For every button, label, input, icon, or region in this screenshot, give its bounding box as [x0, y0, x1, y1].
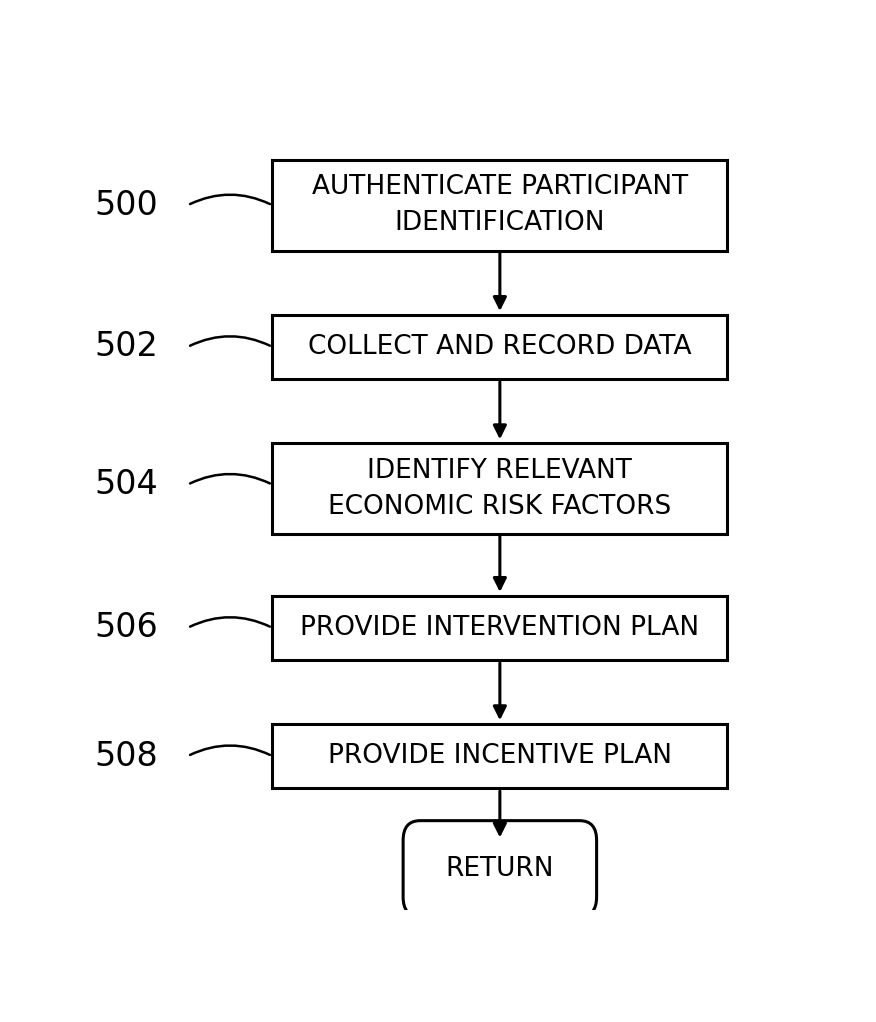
Text: 506: 506: [95, 611, 159, 644]
Text: PROVIDE INCENTIVE PLAN: PROVIDE INCENTIVE PLAN: [328, 743, 672, 770]
Text: AUTHENTICATE PARTICIPANT
IDENTIFICATION: AUTHENTICATE PARTICIPANT IDENTIFICATION: [312, 175, 688, 236]
Text: COLLECT AND RECORD DATA: COLLECT AND RECORD DATA: [308, 334, 692, 360]
Text: 500: 500: [95, 189, 159, 222]
Text: IDENTIFY RELEVANT
ECONOMIC RISK FACTORS: IDENTIFY RELEVANT ECONOMIC RISK FACTORS: [328, 458, 672, 519]
FancyBboxPatch shape: [272, 444, 727, 533]
FancyBboxPatch shape: [272, 724, 727, 788]
FancyBboxPatch shape: [272, 596, 727, 660]
Text: 504: 504: [95, 468, 159, 501]
FancyBboxPatch shape: [272, 160, 727, 250]
FancyBboxPatch shape: [403, 821, 597, 917]
Text: 508: 508: [95, 740, 159, 773]
Text: 502: 502: [95, 330, 159, 364]
Text: RETURN: RETURN: [446, 855, 555, 882]
FancyBboxPatch shape: [272, 315, 727, 379]
Text: PROVIDE INTERVENTION PLAN: PROVIDE INTERVENTION PLAN: [300, 615, 699, 641]
